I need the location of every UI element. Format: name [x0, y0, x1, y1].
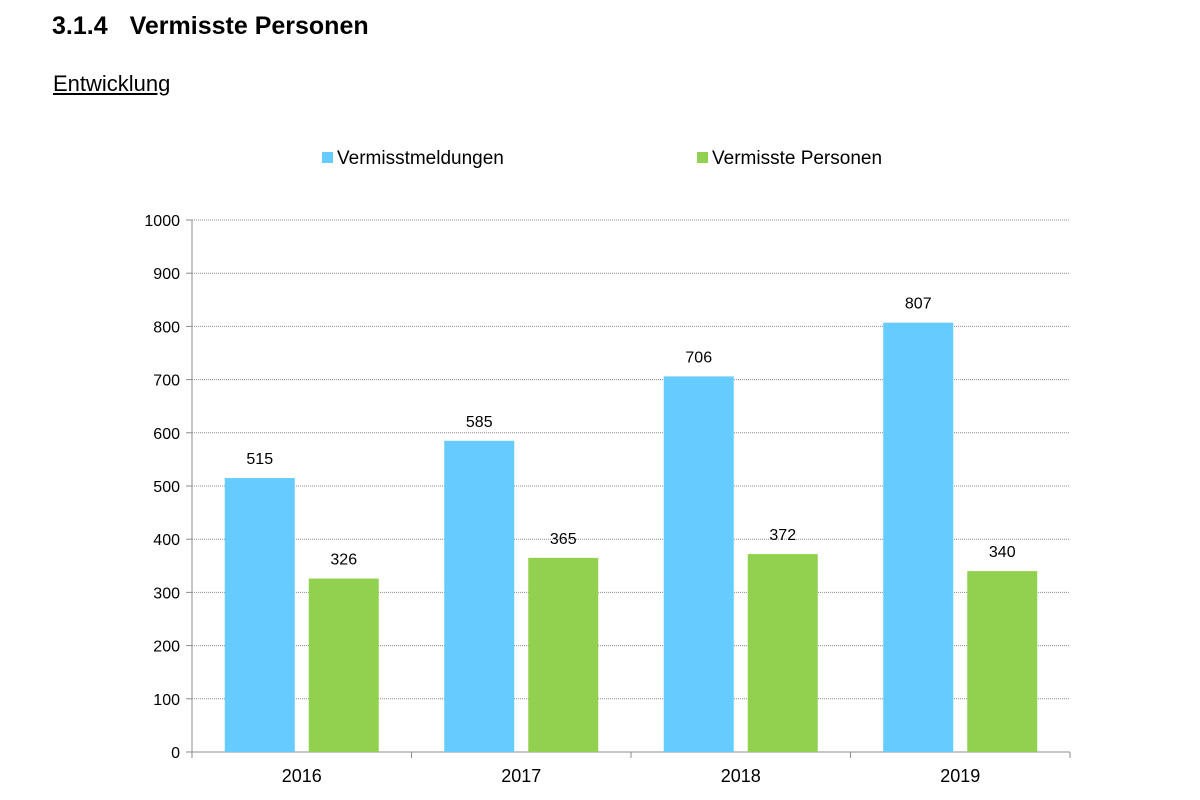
bar: [967, 571, 1038, 752]
y-tick-label: 900: [153, 266, 180, 283]
bar: [444, 440, 515, 752]
bar: [747, 554, 818, 752]
bar: [883, 322, 954, 752]
data-label: 340: [989, 544, 1016, 561]
bar: [308, 578, 379, 752]
bar: [663, 376, 734, 752]
y-tick-label: 300: [153, 585, 180, 602]
legend-label: Vermisstmeldungen: [337, 148, 504, 169]
y-tick-label: 700: [153, 373, 180, 390]
bar: [528, 557, 599, 752]
section-title: Vermisste Personen: [129, 12, 369, 40]
data-label: 372: [769, 527, 796, 544]
legend-swatch: [697, 152, 708, 163]
bar: [224, 478, 295, 752]
section-number: 3.1.4: [52, 12, 108, 40]
y-tick-label: 0: [171, 745, 180, 762]
x-tick-label: 2019: [940, 766, 980, 786]
subsection-title: Entwicklung: [53, 71, 171, 96]
y-tick-label: 100: [153, 692, 180, 709]
data-label: 326: [330, 552, 357, 569]
y-tick-label: 200: [153, 639, 180, 656]
data-label: 365: [550, 531, 577, 548]
data-label: 807: [905, 296, 932, 313]
data-label: 706: [685, 349, 712, 366]
y-tick-label: 600: [153, 426, 180, 443]
x-tick-label: 2018: [721, 766, 761, 786]
x-tick-label: 2016: [282, 766, 322, 786]
data-label: 515: [246, 451, 273, 468]
section-heading: 3.1.4 Vermisste Personen: [52, 12, 369, 41]
y-tick-label: 1000: [144, 213, 180, 230]
x-tick-label: 2017: [501, 766, 541, 786]
y-tick-label: 800: [153, 319, 180, 336]
y-tick-label: 500: [153, 479, 180, 496]
y-tick-label: 400: [153, 532, 180, 549]
legend-label: Vermisste Personen: [712, 148, 882, 169]
legend-swatch: [322, 152, 333, 163]
data-label: 585: [466, 414, 493, 431]
